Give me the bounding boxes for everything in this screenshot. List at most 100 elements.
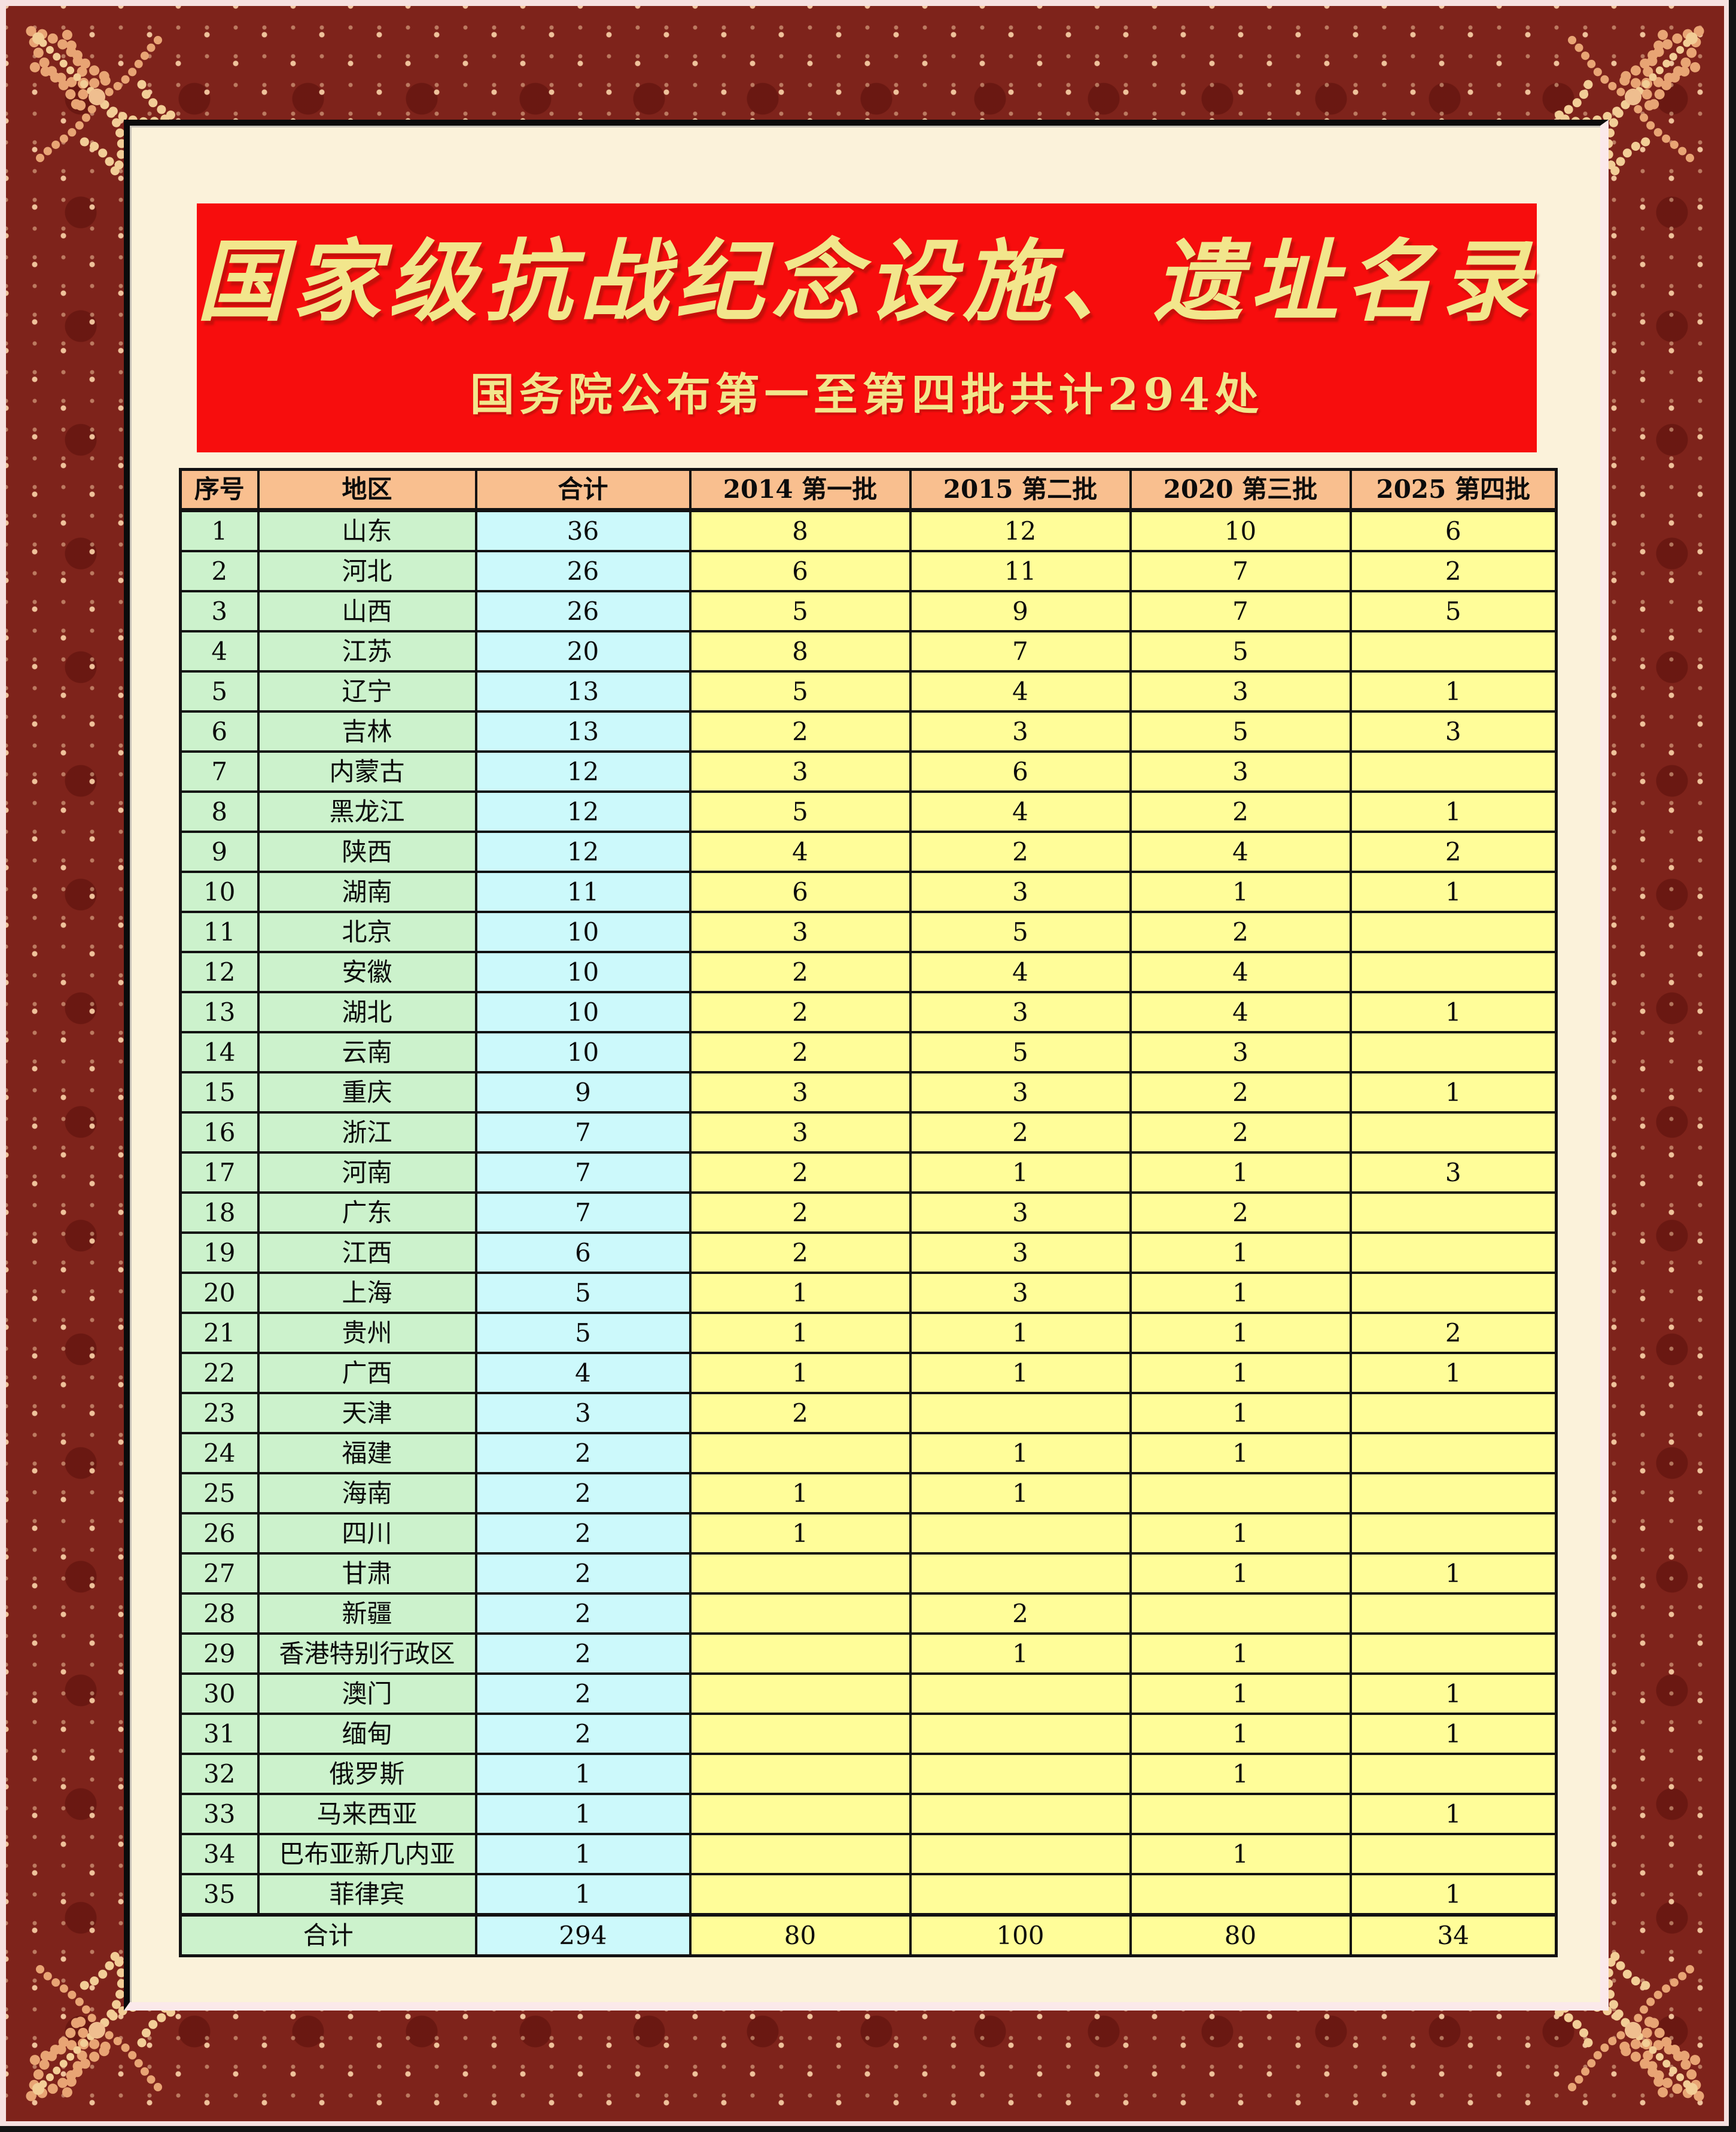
table-row: 30 澳门 2 1 1 — [179, 1672, 1558, 1715]
cell-region: 缅甸 — [257, 1713, 477, 1755]
cell-region: 上海 — [257, 1272, 477, 1314]
cell-no: 9 — [179, 831, 260, 873]
cell-no: 10 — [179, 871, 260, 913]
cell-total: 10 — [474, 951, 692, 993]
cell-b2025 — [1349, 1231, 1558, 1274]
cell-total: 20 — [474, 630, 692, 673]
inner-panel: 国家级抗战纪念设施、遗址名录 国务院公布第一至第四批共计294处 序号 地区 合计 2… — [124, 120, 1609, 2011]
cell-b2015: 4 — [909, 790, 1132, 833]
cell-total: 12 — [474, 790, 692, 833]
cell-b2025: 1 — [1349, 1793, 1558, 1835]
cell-b2015: 1 — [909, 1352, 1132, 1394]
cell-no: 2 — [179, 550, 260, 592]
cell-b2015: 3 — [909, 1231, 1132, 1274]
table-header-row: 序号 地区 合计 2014 第一批 2015 第二批 2020 第三批 2025 第四批 — [179, 468, 1558, 512]
cell-b2025: 1 — [1349, 1071, 1558, 1114]
cell-region: 河南 — [257, 1151, 477, 1194]
cell-no: 19 — [179, 1231, 260, 1274]
cell-b2014: 6 — [689, 550, 912, 592]
cell-b2015: 5 — [909, 1031, 1132, 1073]
cell-total: 9 — [474, 1071, 692, 1114]
cell-region: 山东 — [257, 509, 477, 552]
cell-total: 11 — [474, 871, 692, 913]
cell-b2020: 7 — [1129, 590, 1352, 632]
cell-b2025 — [1349, 1833, 1558, 1875]
cell-no: 6 — [179, 710, 260, 753]
cell-b2020: 7 — [1129, 550, 1352, 592]
cell-region: 吉林 — [257, 710, 477, 753]
cell-total: 10 — [474, 991, 692, 1033]
cell-b2025 — [1349, 1272, 1558, 1314]
cell-no: 20 — [179, 1272, 260, 1314]
cell-b2025 — [1349, 1031, 1558, 1073]
cell-b2025 — [1349, 1512, 1558, 1555]
cell-total: 7 — [474, 1191, 692, 1234]
cell-total: 2 — [474, 1713, 692, 1755]
corner-flourish-icon — [1546, 26, 1704, 184]
cell-region: 湖北 — [257, 991, 477, 1033]
cell-no: 34 — [179, 1833, 260, 1875]
table-row: 17 河南 7 2 1 1 3 — [179, 1151, 1558, 1194]
cell-b2025: 1 — [1349, 1352, 1558, 1394]
cell-b2020: 10 — [1129, 509, 1352, 552]
cell-b2025: 1 — [1349, 991, 1558, 1033]
cell-no: 22 — [179, 1352, 260, 1394]
cell-b2015 — [909, 1512, 1132, 1555]
cell-total: 2 — [474, 1672, 692, 1715]
table-row: 26 四川 2 1 1 — [179, 1512, 1558, 1555]
cell-region: 陕西 — [257, 831, 477, 873]
cell-b2025 — [1349, 1392, 1558, 1434]
cell-b2015 — [909, 1873, 1132, 1916]
cell-total: 10 — [474, 1031, 692, 1073]
cell-b2014: 3 — [689, 911, 912, 953]
cell-b2015 — [909, 1753, 1132, 1795]
cell-total: 26 — [474, 590, 692, 632]
cell-no: 25 — [179, 1472, 260, 1514]
cell-b2020: 5 — [1129, 710, 1352, 753]
column-header-total: 合计 — [474, 468, 692, 512]
table-row: 19 江西 6 2 3 1 — [179, 1231, 1558, 1274]
cell-total: 12 — [474, 750, 692, 793]
cell-b2020: 1 — [1129, 1552, 1352, 1595]
cell-total: 1 — [474, 1873, 692, 1916]
cell-b2015: 2 — [909, 831, 1132, 873]
cell-b2020 — [1129, 1873, 1352, 1916]
cell-b2020: 1 — [1129, 871, 1352, 913]
poster-title: 国家级抗战纪念设施、遗址名录 — [197, 229, 1537, 334]
cell-b2015: 4 — [909, 670, 1132, 713]
cell-b2014: 5 — [689, 590, 912, 632]
cell-region: 安徽 — [257, 951, 477, 993]
cell-b2014 — [689, 1833, 912, 1875]
cell-no: 13 — [179, 991, 260, 1033]
cell-b2014 — [689, 1592, 912, 1635]
cell-no: 15 — [179, 1071, 260, 1114]
cell-no: 31 — [179, 1713, 260, 1755]
table-row: 5 辽宁 13 5 4 3 1 — [179, 670, 1558, 713]
cell-b2020: 1 — [1129, 1713, 1352, 1755]
cell-b2020: 1 — [1129, 1392, 1352, 1434]
cell-b2014: 2 — [689, 1151, 912, 1194]
memorials-table: 序号 地区 合计 2014 第一批 2015 第二批 2020 第三批 2025 第四批 1… — [179, 468, 1558, 1957]
table-row: 9 陕西 12 4 2 4 2 — [179, 831, 1558, 873]
corner-flourish-icon — [26, 26, 184, 184]
cell-total: 10 — [474, 911, 692, 953]
table-row: 27 甘肃 2 1 1 — [179, 1552, 1558, 1595]
cell-region: 天津 — [257, 1392, 477, 1434]
cell-b2014: 6 — [689, 871, 912, 913]
cell-region: 重庆 — [257, 1071, 477, 1114]
cell-region: 海南 — [257, 1472, 477, 1514]
cell-b2014 — [689, 1672, 912, 1715]
footer-cell-b2014: 80 — [689, 1913, 912, 1957]
cell-b2025: 1 — [1349, 1713, 1558, 1755]
cell-b2014 — [689, 1552, 912, 1595]
footer-cell-b2015: 100 — [909, 1913, 1132, 1957]
title-banner: 国家级抗战纪念设施、遗址名录 国务院公布第一至第四批共计294处 — [197, 203, 1537, 452]
cell-b2015 — [909, 1833, 1132, 1875]
cell-b2020: 3 — [1129, 750, 1352, 793]
table-row: 6 吉林 13 2 3 5 3 — [179, 710, 1558, 753]
cell-region: 甘肃 — [257, 1552, 477, 1595]
table-row: 1 山东 36 8 12 10 6 — [179, 509, 1558, 552]
cell-b2020: 4 — [1129, 991, 1352, 1033]
cell-no: 28 — [179, 1592, 260, 1635]
